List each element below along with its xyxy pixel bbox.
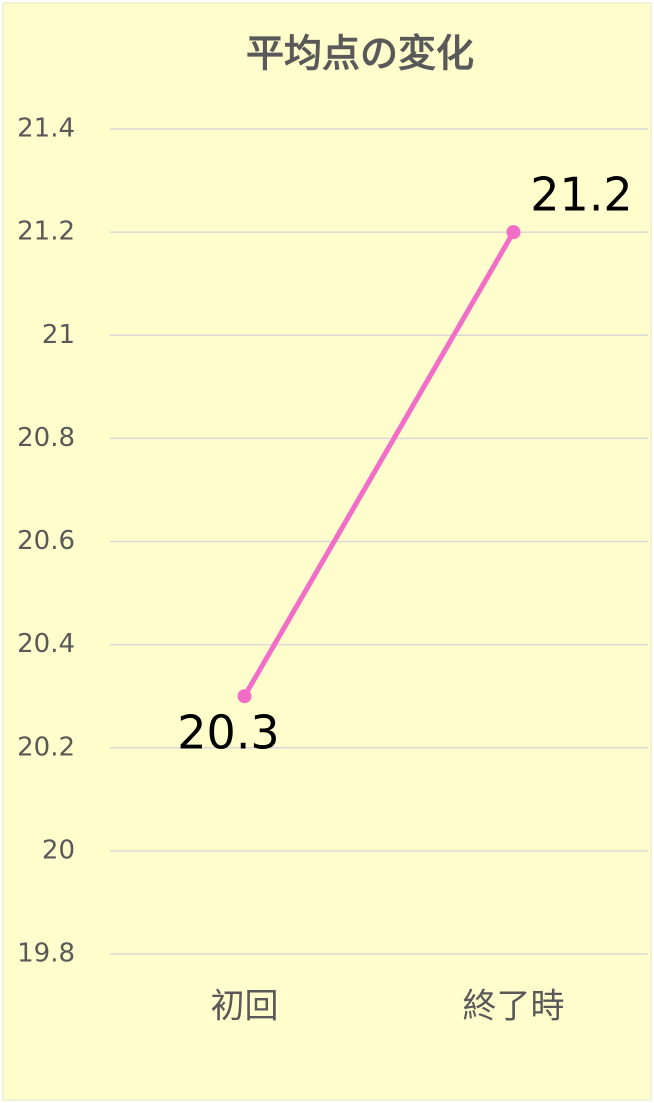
y-tick-label: 21	[42, 320, 75, 350]
y-tick-label: 20.2	[17, 732, 75, 762]
data-label: 21.2	[530, 168, 632, 222]
y-tick-label: 20.8	[17, 423, 75, 453]
y-tick-label: 20.6	[17, 526, 75, 556]
x-tick-label: 終了時	[463, 987, 565, 1027]
y-tick-label: 21.4	[17, 114, 75, 144]
y-tick-label: 20	[42, 835, 75, 865]
data-label: 20.3	[177, 706, 279, 760]
point	[506, 225, 521, 240]
line	[242, 230, 516, 698]
y-tick-label: 19.8	[17, 939, 75, 969]
y-tick-label: 20.4	[17, 629, 75, 659]
chart-title: 平均点の変化	[246, 32, 474, 76]
y-tick-label: 21.2	[17, 217, 75, 247]
x-tick-label: 初回	[211, 987, 279, 1027]
point	[237, 689, 252, 704]
